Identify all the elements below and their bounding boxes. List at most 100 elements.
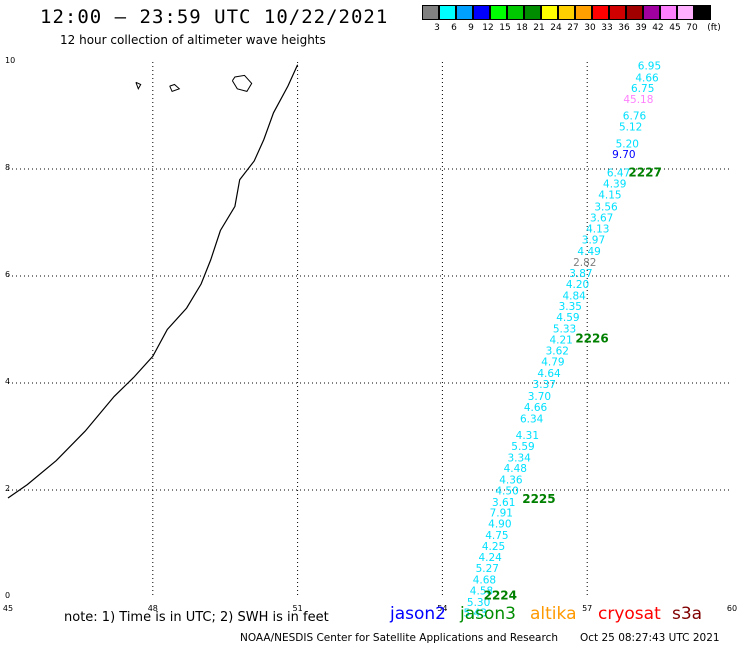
color-swatch [439,5,456,20]
wave-height-value: 5.20 [616,138,639,150]
wave-height-value: 3.67 [590,213,613,225]
wave-height-value: 4.90 [488,519,511,531]
wave-height-value: 4.13 [586,223,609,235]
color-swatch-label: 24 [550,23,562,33]
track-number-label: 2227 [628,166,661,180]
color-swatch [456,5,473,20]
color-swatch [609,5,626,20]
wave-height-value: 4.75 [485,530,508,542]
wave-height-value: 3.35 [559,301,582,313]
color-swatch-label: 6 [451,23,457,33]
wave-height-value: 3.87 [569,268,592,280]
wave-height-value: 4.25 [482,541,505,553]
wave-height-value: 5.59 [511,441,534,453]
wave-height-value: 5.30 [467,597,490,609]
coastline [7,64,299,499]
wave-height-value: 3.62 [546,345,569,357]
track-number-label: 2225 [522,492,555,506]
wave-height-value: 4.50 [495,486,518,498]
footnote: note: 1) Time is in UTC; 2) SWH is in fe… [64,610,329,625]
color-swatch [490,5,507,20]
map-subtitle: 12 hour collection of altimeter wave hei… [60,33,326,47]
color-swatch [643,5,660,20]
legend-cryosat: cryosat [598,604,661,624]
generated-timestamp: Oct 25 08:27:43 UTC 2021 [580,632,720,644]
y-tick-label: 4 [5,377,10,386]
wave-height-value: 6.95 [638,61,661,73]
legend-s3a: s3a [672,604,703,624]
color-swatch-label: 12 [482,23,494,33]
wave-height-value: 45.18 [623,94,653,106]
wave-height-value: 5.33 [553,323,576,335]
legend-jason2: jason2 [390,604,446,624]
x-tick-label: 48 [148,604,158,613]
wave-height-value: 4.24 [478,552,502,564]
wave-height-value: 4.21 [549,335,572,347]
color-swatch-label: 18 [516,23,528,33]
color-swatch [422,5,439,20]
island-outline [169,83,181,93]
color-swatch-label: 70 [686,23,698,33]
wave-height-value: 4.84 [562,290,586,302]
wave-height-value: 3.34 [507,452,531,464]
color-swatch [558,5,575,20]
wave-height-value: 3.37 [533,379,556,391]
legend-altika: altika [530,604,577,624]
wave-height-value: 4.36 [499,474,523,486]
wave-height-value: 5.12 [619,122,642,134]
legend-jason3: jason3 [460,604,516,624]
wave-height-value: 4.39 [603,178,626,190]
wave-height-value: 3.61 [492,497,515,509]
color-swatch [507,5,524,20]
color-swatch [473,5,490,20]
color-swatch-label: 45 [669,23,681,33]
y-tick-label: 2 [5,484,10,493]
color-swatch [541,5,558,20]
wave-height-value: 5.43 [464,608,487,620]
wave-height-value: 5.27 [476,563,499,575]
x-tick-label: 51 [293,604,303,613]
color-swatch-label: 9 [468,23,474,33]
wave-height-value: 4.79 [541,357,564,369]
color-swatch-label: 3 [434,23,440,33]
color-swatch-label: 15 [499,23,511,33]
wave-height-value: 4.31 [516,430,539,442]
y-tick-label: 0 [5,591,10,600]
wave-height-value: 6.47 [607,168,630,180]
color-swatch-label: 36 [618,23,630,33]
wave-height-value: 3.56 [594,201,618,213]
wave-height-value: 4.48 [504,463,527,475]
color-scale-unit: (ft) [707,23,721,33]
wave-height-value: 4.59 [556,312,579,324]
wave-height-value: 3.97 [582,235,605,247]
map-title: 12:00 – 23:59 UTC 10/22/2021 [40,6,389,28]
x-tick-label: 60 [727,604,737,613]
color-swatch [592,5,609,20]
wave-height-value: 6.75 [631,83,654,95]
wave-height-value: 4.58 [470,586,493,598]
color-swatch [626,5,643,20]
wave-height-value: 4.64 [537,368,561,380]
wave-height-value: 2.82 [573,257,596,269]
wave-height-value: 4.49 [577,246,600,258]
y-tick-label: 6 [5,270,10,279]
color-swatch [694,5,711,20]
color-swatch [575,5,592,20]
color-swatch-label: 42 [652,23,664,33]
track-number-label: 2224 [484,588,517,602]
color-swatch-label: 30 [584,23,596,33]
wave-height-value: 9.70 [612,149,635,161]
island-outline [231,74,253,92]
wave-height-value: 4.20 [566,279,589,291]
color-swatch-label: 27 [567,23,579,33]
color-swatch [660,5,677,20]
credit-line: NOAA/NESDIS Center for Satellite Applica… [240,632,558,644]
color-swatch [677,5,694,20]
color-swatch-label: 39 [635,23,647,33]
x-tick-label: 54 [437,604,447,613]
island-outline [135,81,142,90]
wave-height-value: 3.70 [528,391,551,403]
wave-height-value: 4.66 [524,402,548,414]
color-swatch-label: 21 [533,23,545,33]
